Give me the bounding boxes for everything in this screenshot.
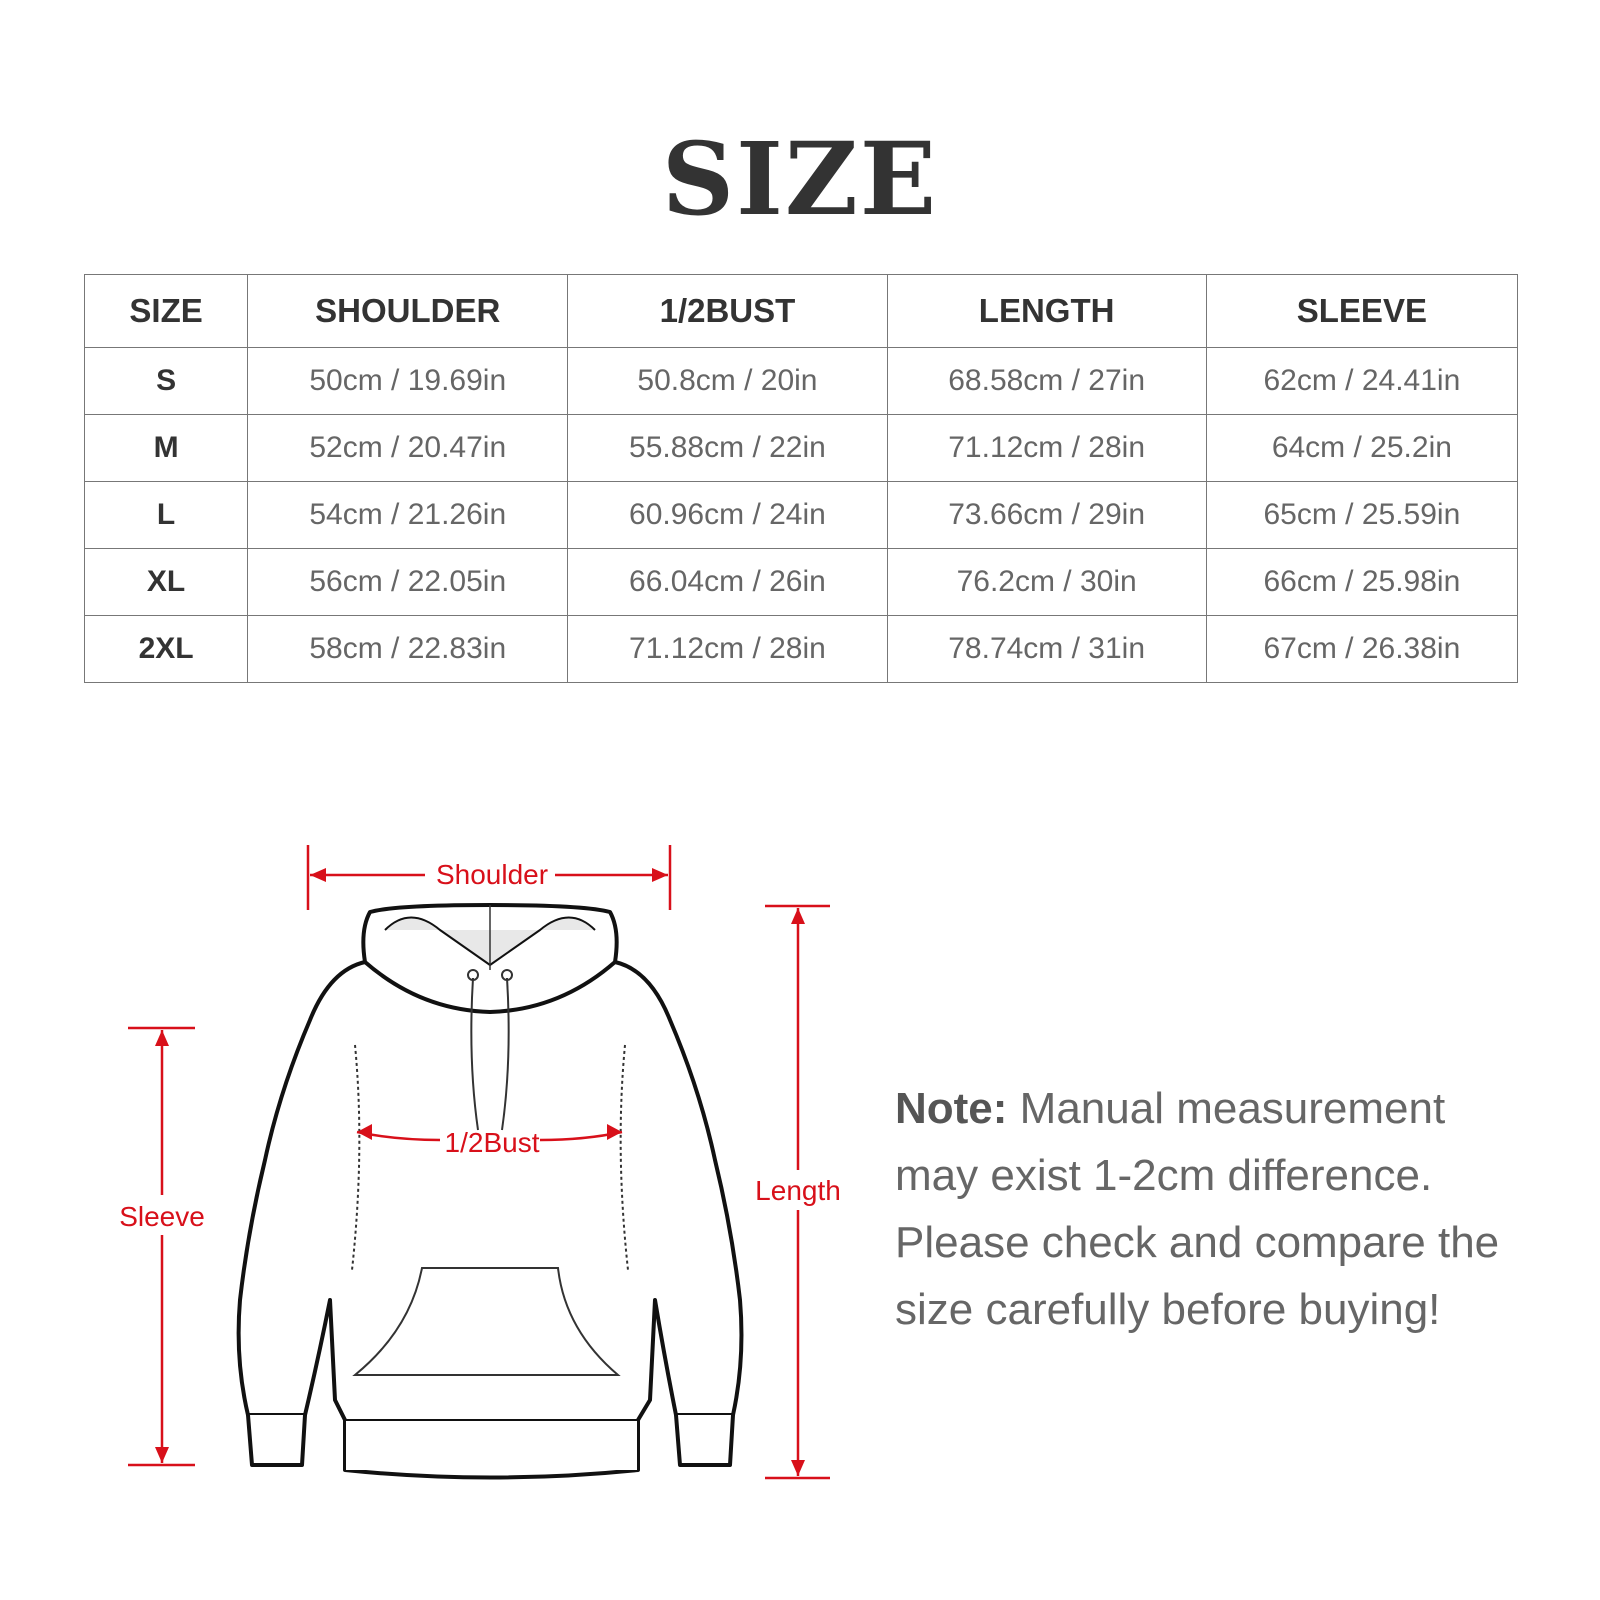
- length-label: Length: [755, 1175, 841, 1206]
- measurement-cell: 73.66cm / 29in: [886, 481, 1207, 549]
- column-header: 1/2BUST: [567, 274, 888, 348]
- measurement-cell: 71.12cm / 28in: [886, 414, 1207, 482]
- size-table: SIZE SHOULDER 1/2BUST LENGTH SLEEVE S 50cm / …: [83, 274, 1519, 683]
- measurement-cell: 66.04cm / 26in: [567, 548, 888, 616]
- measurement-cell: 62cm / 24.41in: [1205, 347, 1519, 415]
- table-row: XL 56cm / 22.05in 66.04cm / 26in 76.2cm / 3…: [83, 548, 1519, 616]
- measurement-cell: 50.8cm / 20in: [567, 347, 888, 415]
- measurement-cell: 64cm / 25.2in: [1205, 414, 1519, 482]
- measurement-cell: 60.96cm / 24in: [567, 481, 888, 549]
- measurement-cell: 71.12cm / 28in: [567, 615, 888, 683]
- measurement-cell: 52cm / 20.47in: [247, 414, 569, 482]
- measurement-cell: 66cm / 25.98in: [1205, 548, 1519, 616]
- table-row: S 50cm / 19.69in 50.8cm / 20in 68.58cm / 27…: [83, 347, 1519, 415]
- column-header: SIZE: [83, 274, 249, 348]
- table-row: 2XL 58cm / 22.83in 71.12cm / 28in 78.74cm /…: [83, 615, 1519, 683]
- size-cell: S: [83, 347, 249, 415]
- size-cell: L: [83, 481, 249, 549]
- shoulder-label: Shoulder: [436, 859, 548, 890]
- sleeve-label: Sleeve: [119, 1201, 205, 1232]
- measurement-cell: 55.88cm / 22in: [567, 414, 888, 482]
- measurement-cell: 54cm / 21.26in: [247, 481, 569, 549]
- table-header: SIZE SHOULDER 1/2BUST LENGTH SLEEVE: [83, 274, 1519, 348]
- measurement-cell: 76.2cm / 30in: [886, 548, 1207, 616]
- measurement-cell: 56cm / 22.05in: [247, 548, 569, 616]
- note-label: Note:: [895, 1084, 1008, 1133]
- column-header: LENGTH: [886, 274, 1207, 348]
- measurement-cell: 58cm / 22.83in: [247, 615, 569, 683]
- size-cell: M: [83, 414, 249, 482]
- column-header: SLEEVE: [1205, 274, 1519, 348]
- page-title: SIZE: [661, 120, 939, 238]
- table-row: L 54cm / 21.26in 60.96cm / 24in 73.66cm / 2…: [83, 481, 1519, 549]
- size-cell: 2XL: [83, 615, 249, 683]
- bust-label: 1/2Bust: [445, 1127, 540, 1158]
- measurement-cell: 67cm / 26.38in: [1205, 615, 1519, 683]
- hoodie-details: [351, 905, 629, 1376]
- measurement-note: Note: Manual measurement may exist 1-2cm…: [895, 1075, 1535, 1343]
- hoodie-outline: [236, 903, 744, 1480]
- measurement-cell: 65cm / 25.59in: [1205, 481, 1519, 549]
- note-text: Manual measurement may exist 1-2cm diffe…: [895, 1084, 1500, 1334]
- measurement-cell: 78.74cm / 31in: [886, 615, 1207, 683]
- table-row: M 52cm / 20.47in 55.88cm / 22in 71.12cm / 2…: [83, 414, 1519, 482]
- measurement-arrows: [128, 845, 830, 1480]
- measurement-cell: 50cm / 19.69in: [247, 347, 569, 415]
